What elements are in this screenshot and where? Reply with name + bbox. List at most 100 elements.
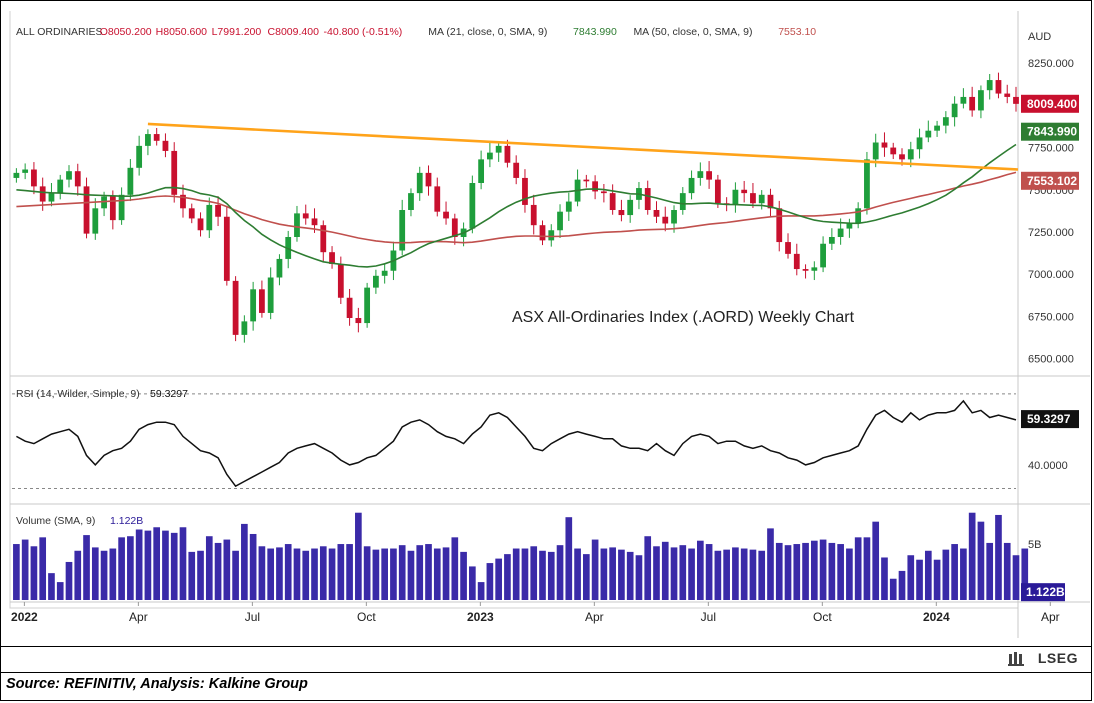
candle-body	[276, 258, 283, 278]
volume-bar	[942, 549, 950, 600]
candle-body	[741, 189, 748, 194]
ma21-line	[16, 143, 1017, 268]
volume-bar	[65, 561, 73, 600]
candle-body	[855, 208, 862, 224]
ohlc-change: -40.800 (-0.51%)	[324, 26, 403, 38]
top-strip	[1, 1, 1091, 11]
volume-bar	[644, 536, 652, 600]
x-tick-label: Oct	[357, 610, 376, 624]
candle-body	[241, 321, 248, 335]
candle-body	[74, 171, 81, 187]
volume-bar	[810, 540, 818, 600]
candle-body	[267, 277, 274, 313]
candle-body	[960, 96, 967, 104]
candle-body	[776, 208, 783, 243]
volume-bar	[661, 541, 669, 600]
lseg-logo-icon	[1008, 652, 1024, 666]
volume-bar	[460, 551, 467, 600]
price-panel	[13, 72, 1019, 343]
candle-body	[539, 225, 546, 241]
volume-bar	[486, 563, 494, 600]
rsi-panel	[12, 393, 1017, 490]
volume-bar	[355, 512, 362, 600]
volume-price-tag-bg	[1021, 583, 1065, 602]
volume-bar	[100, 550, 108, 600]
volume-bar	[390, 548, 397, 600]
candle-body	[732, 189, 739, 205]
volume-bar	[916, 559, 923, 600]
volume-bar	[819, 539, 827, 600]
volume-bar	[933, 559, 941, 600]
volume-bar	[258, 546, 266, 600]
candle-body	[381, 270, 388, 276]
candle-body	[828, 237, 835, 244]
volume-bar	[232, 550, 239, 600]
price-tick-label: 7000.000	[1028, 269, 1074, 281]
candle-body	[881, 142, 888, 148]
volume-bar	[328, 548, 336, 600]
volume-bar	[828, 542, 836, 600]
candle-body	[136, 145, 143, 168]
volume-bar	[872, 521, 880, 600]
candle-body	[83, 186, 90, 234]
candle-body	[31, 169, 37, 187]
candle-body	[215, 204, 221, 217]
volume-bar	[170, 532, 178, 600]
candle-body	[618, 210, 625, 216]
candle-body	[662, 216, 669, 224]
candle-body	[486, 152, 493, 160]
candle-body	[785, 242, 791, 254]
volume-bar	[477, 582, 485, 600]
volume-bar	[705, 544, 713, 600]
volume-bar	[960, 548, 967, 600]
volume-bar	[214, 542, 222, 600]
volume-bar	[442, 547, 450, 600]
candle-body	[101, 196, 107, 209]
ohlc-close: C8009.400	[268, 26, 320, 38]
ohlc-high: H8050.600	[156, 26, 208, 38]
volume-tick-label: 5B	[1028, 539, 1041, 551]
volume-bar	[898, 570, 906, 600]
candle-body	[609, 193, 616, 210]
candle-body	[688, 177, 695, 194]
volume-bar	[197, 550, 204, 600]
volume-bar	[469, 566, 476, 600]
candle-body	[837, 228, 844, 237]
volume-bar	[74, 550, 82, 600]
candle-body	[294, 213, 300, 237]
volume-bar	[714, 550, 722, 600]
volume-bar	[924, 550, 932, 600]
volume-bar	[363, 546, 371, 600]
volume-bar	[749, 549, 757, 600]
ma21-value: 7843.990	[573, 26, 617, 38]
volume-bar	[968, 512, 976, 600]
ma21-label: MA (21, close, 0, SMA, 9)	[428, 26, 547, 38]
candle-body	[925, 130, 932, 138]
volume-bar	[118, 537, 125, 600]
volume-bar	[539, 550, 546, 600]
candle-body	[13, 172, 20, 178]
candle-body	[530, 204, 537, 226]
volume-bar	[372, 549, 380, 600]
candle-body	[302, 213, 309, 219]
candle-body	[171, 150, 178, 195]
volume-bar	[13, 544, 20, 600]
volume-bar	[556, 545, 564, 600]
volume-bar	[784, 545, 792, 600]
volume-bar	[451, 537, 459, 600]
x-tick-label: 2023	[467, 610, 494, 624]
candle-body	[311, 218, 318, 226]
x-tick-label: Apr	[129, 610, 148, 624]
volume-bar	[504, 554, 511, 600]
source-caption: Source: REFINITIV, Analysis: Kalkine Gro…	[6, 676, 308, 692]
volume-bar	[600, 548, 608, 600]
volume-bar	[433, 548, 441, 600]
footer-divider	[1, 672, 1091, 673]
chart-title: ASX All-Ordinaries Index (.AORD) Weekly …	[512, 309, 855, 326]
ohlc-open: O8050.200	[100, 26, 152, 38]
volume-bar	[30, 546, 38, 600]
volume-bar	[635, 555, 643, 600]
volume-bar	[574, 548, 581, 600]
volume-bar	[723, 549, 730, 600]
volume-bar	[1021, 548, 1029, 600]
